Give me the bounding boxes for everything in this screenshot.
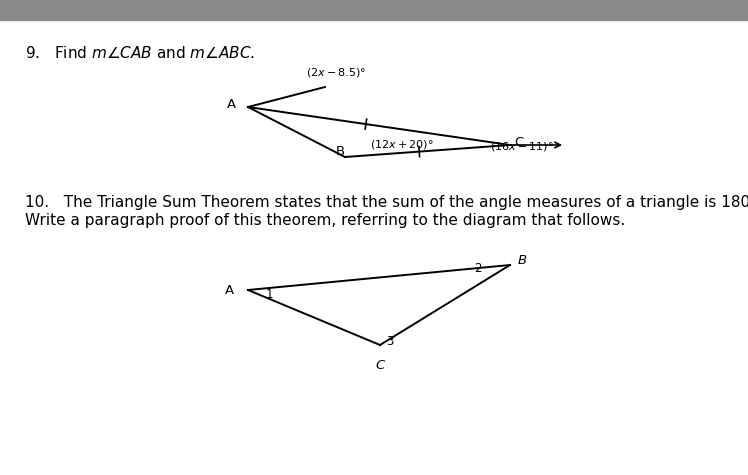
Text: C: C — [514, 136, 524, 149]
Text: A: A — [225, 284, 234, 296]
Text: 2: 2 — [474, 262, 482, 275]
Text: Write a paragraph proof of this theorem, referring to the diagram that follows.: Write a paragraph proof of this theorem,… — [25, 213, 625, 228]
Text: C: C — [375, 359, 384, 372]
Text: 9.   Find $m\angle CAB$ and $m\angle ABC$.: 9. Find $m\angle CAB$ and $m\angle ABC$. — [25, 45, 255, 61]
Text: $(2x - 8.5)°$: $(2x - 8.5)°$ — [306, 66, 367, 79]
Text: 1: 1 — [266, 288, 274, 302]
Text: B: B — [335, 145, 345, 158]
Text: 10.   The Triangle Sum Theorem states that the sum of the angle measures of a tr: 10. The Triangle Sum Theorem states that… — [25, 195, 748, 210]
Text: $(16x - 11)°$: $(16x - 11)°$ — [490, 140, 554, 153]
Text: B: B — [518, 255, 527, 267]
Text: A: A — [227, 98, 236, 112]
Bar — [0, 0, 748, 20]
Text: 3: 3 — [386, 335, 393, 348]
Text: $(12x + 20)°$: $(12x + 20)°$ — [370, 138, 434, 151]
